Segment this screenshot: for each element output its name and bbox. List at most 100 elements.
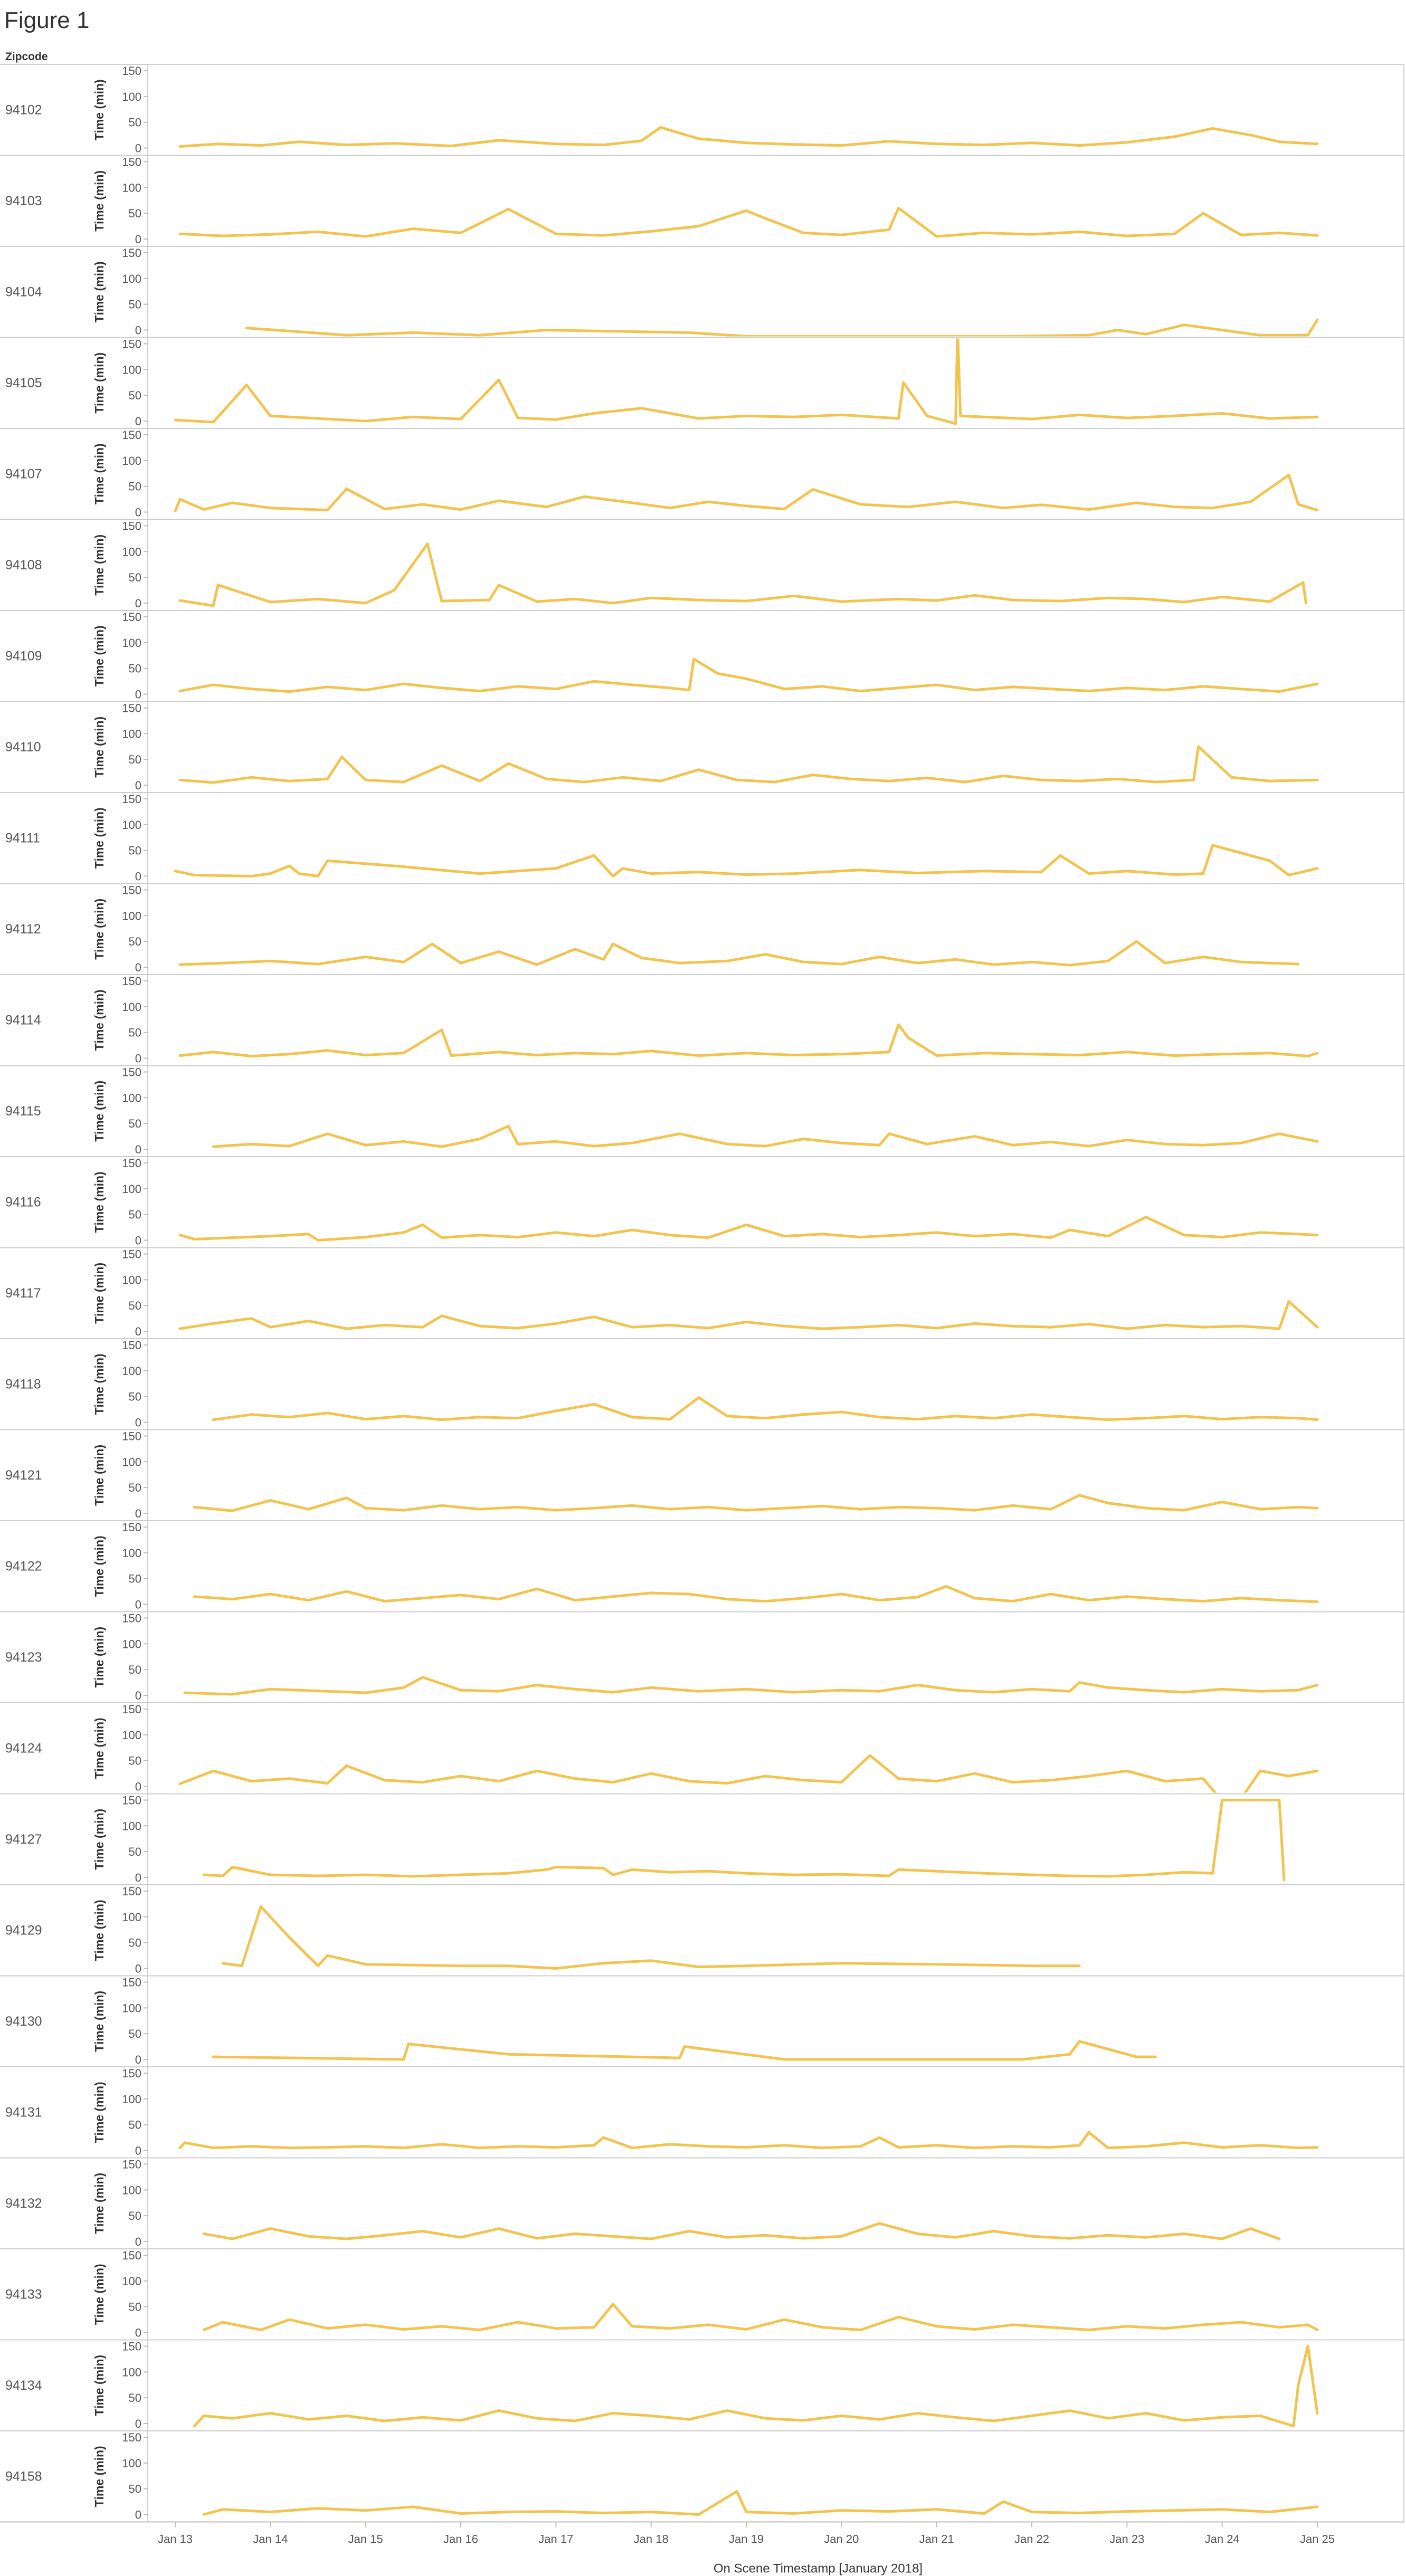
- facet-panel-94104: 94104 Time (min) 0 50 100 150: [0, 246, 1404, 337]
- y-tick-label: 0: [135, 961, 141, 974]
- y-axis-title: Time (min): [92, 2082, 106, 2143]
- x-tick-label: Jan 22: [1014, 2533, 1049, 2546]
- facet-panel-94117: 94117 Time (min) 0 50 100 150: [0, 1247, 1404, 1338]
- y-tick-label: 100: [122, 181, 141, 194]
- y-tick-label: 0: [135, 1234, 141, 1247]
- y-tick-label: 150: [122, 2431, 141, 2444]
- y-tick-label: 150: [122, 975, 141, 988]
- y-tick-label: 100: [122, 90, 141, 103]
- y-tick-label: 150: [122, 338, 141, 351]
- y-tick-label: 50: [129, 116, 141, 129]
- y-tick-label: 150: [122, 610, 141, 624]
- zipcode-label: 94134: [5, 2378, 42, 2393]
- x-tick-label: Jan 15: [348, 2533, 383, 2546]
- y-axis-title: Time (min): [92, 625, 106, 686]
- y-axis-title: Time (min): [92, 899, 106, 960]
- series-line-94132: [202, 2222, 1281, 2240]
- y-axis-title: Time (min): [92, 1718, 106, 1779]
- x-tick-label: Jan 21: [919, 2533, 954, 2546]
- y-tick-label: 50: [129, 753, 141, 766]
- facet-panel-94131: 94131 Time (min) 0 50 100 150: [0, 2066, 1404, 2158]
- y-tick-label: 0: [135, 1143, 141, 1156]
- y-tick-label: 150: [122, 2067, 141, 2080]
- x-tick-label: Jan 25: [1300, 2533, 1335, 2546]
- zipcode-label: 94122: [5, 1559, 42, 1573]
- zipcode-label: 94107: [5, 466, 42, 481]
- y-tick-label: 100: [122, 2457, 141, 2470]
- y-tick-label: 50: [129, 1936, 141, 1950]
- facet-panel-94111: 94111 Time (min) 0 50 100 150: [0, 792, 1404, 883]
- y-tick-label: 100: [122, 636, 141, 650]
- zipcode-label: 94103: [5, 194, 42, 208]
- zipcode-label: 94109: [5, 648, 42, 663]
- zipcode-label: 94133: [5, 2287, 42, 2302]
- zipcode-label: 94132: [5, 2196, 42, 2211]
- x-tick-label: Jan 23: [1109, 2533, 1144, 2546]
- series-line-94130: [212, 2040, 1157, 2061]
- y-tick-label: 100: [122, 2275, 141, 2288]
- y-tick-label: 0: [135, 506, 141, 519]
- y-tick-label: 50: [129, 1026, 141, 1039]
- chart-frame: [0, 64, 1404, 2523]
- facet-panel-94102: 94102 Time (min) 0 50 100 150: [5, 64, 1319, 155]
- y-tick-label: 0: [135, 1325, 141, 1338]
- y-tick-label: 50: [129, 1754, 141, 1768]
- series-line-94110: [178, 745, 1319, 784]
- y-tick-label: 100: [122, 1273, 141, 1286]
- zipcode-label: 94121: [5, 1468, 42, 1483]
- y-axis-title: Time (min): [92, 1809, 106, 1870]
- facet-panel-94105: 94105 Time (min) 0 50 100 150: [0, 337, 1404, 428]
- y-tick-label: 100: [122, 2001, 141, 2015]
- y-tick-label: 0: [135, 2235, 141, 2248]
- zipcode-label: 94105: [5, 376, 42, 390]
- y-tick-label: 50: [129, 2119, 141, 2132]
- series-line-94116: [178, 1216, 1319, 1242]
- series-line-94112: [178, 940, 1300, 967]
- y-axis-title: Time (min): [92, 443, 106, 504]
- zipcode-label: 94111: [5, 831, 40, 845]
- x-tick-label: Jan 16: [443, 2533, 478, 2546]
- y-axis-title: Time (min): [92, 2355, 106, 2416]
- y-tick-label: 100: [122, 1637, 141, 1650]
- y-axis-title: Time (min): [92, 535, 106, 596]
- series-line-94158: [202, 2490, 1319, 2516]
- facet-panels: 94102 Time (min) 0 50 100 150 94103 Time (min) 0…: [0, 64, 1404, 2522]
- y-axis-title: Time (min): [92, 807, 106, 869]
- y-tick-label: 100: [122, 1819, 141, 1833]
- y-tick-label: 50: [129, 2483, 141, 2496]
- y-tick-label: 50: [129, 571, 141, 584]
- series-line-94111: [174, 844, 1319, 877]
- y-tick-label: 100: [122, 1455, 141, 1468]
- y-tick-label: 150: [122, 1339, 141, 1352]
- y-axis-title: Time (min): [92, 1081, 106, 1142]
- zipcode-label: 94124: [5, 1741, 42, 1756]
- y-tick-label: 150: [122, 1521, 141, 1534]
- facet-panel-94107: 94107 Time (min) 0 50 100 150: [0, 428, 1404, 519]
- y-tick-label: 50: [129, 662, 141, 675]
- y-tick-label: 150: [122, 1885, 141, 1898]
- y-tick-label: 150: [122, 1157, 141, 1170]
- zipcode-label: 94114: [5, 1013, 41, 1027]
- y-axis-title: Time (min): [92, 2264, 106, 2325]
- y-tick-label: 50: [129, 1572, 141, 1586]
- y-tick-label: 100: [122, 1091, 141, 1104]
- x-tick-label: Jan 14: [253, 2533, 288, 2546]
- y-tick-label: 50: [129, 1390, 141, 1404]
- y-tick-label: 0: [135, 1780, 141, 1793]
- y-tick-label: 50: [129, 1663, 141, 1676]
- y-tick-label: 50: [129, 1208, 141, 1222]
- y-tick-label: 50: [129, 2391, 141, 2405]
- y-tick-label: 100: [122, 1000, 141, 1014]
- y-tick-label: 100: [122, 2093, 141, 2106]
- y-tick-label: 50: [129, 1117, 141, 1130]
- y-tick-label: 0: [135, 1507, 141, 1520]
- y-tick-label: 50: [129, 935, 141, 948]
- y-tick-label: 0: [135, 2417, 141, 2430]
- y-axis-title: Time (min): [92, 1263, 106, 1324]
- zipcode-label: 94129: [5, 1923, 42, 1938]
- y-tick-label: 100: [122, 545, 141, 558]
- y-tick-label: 100: [122, 909, 141, 922]
- y-tick-label: 50: [129, 298, 141, 311]
- y-tick-label: 50: [129, 1299, 141, 1312]
- series-line-94115: [212, 1124, 1319, 1148]
